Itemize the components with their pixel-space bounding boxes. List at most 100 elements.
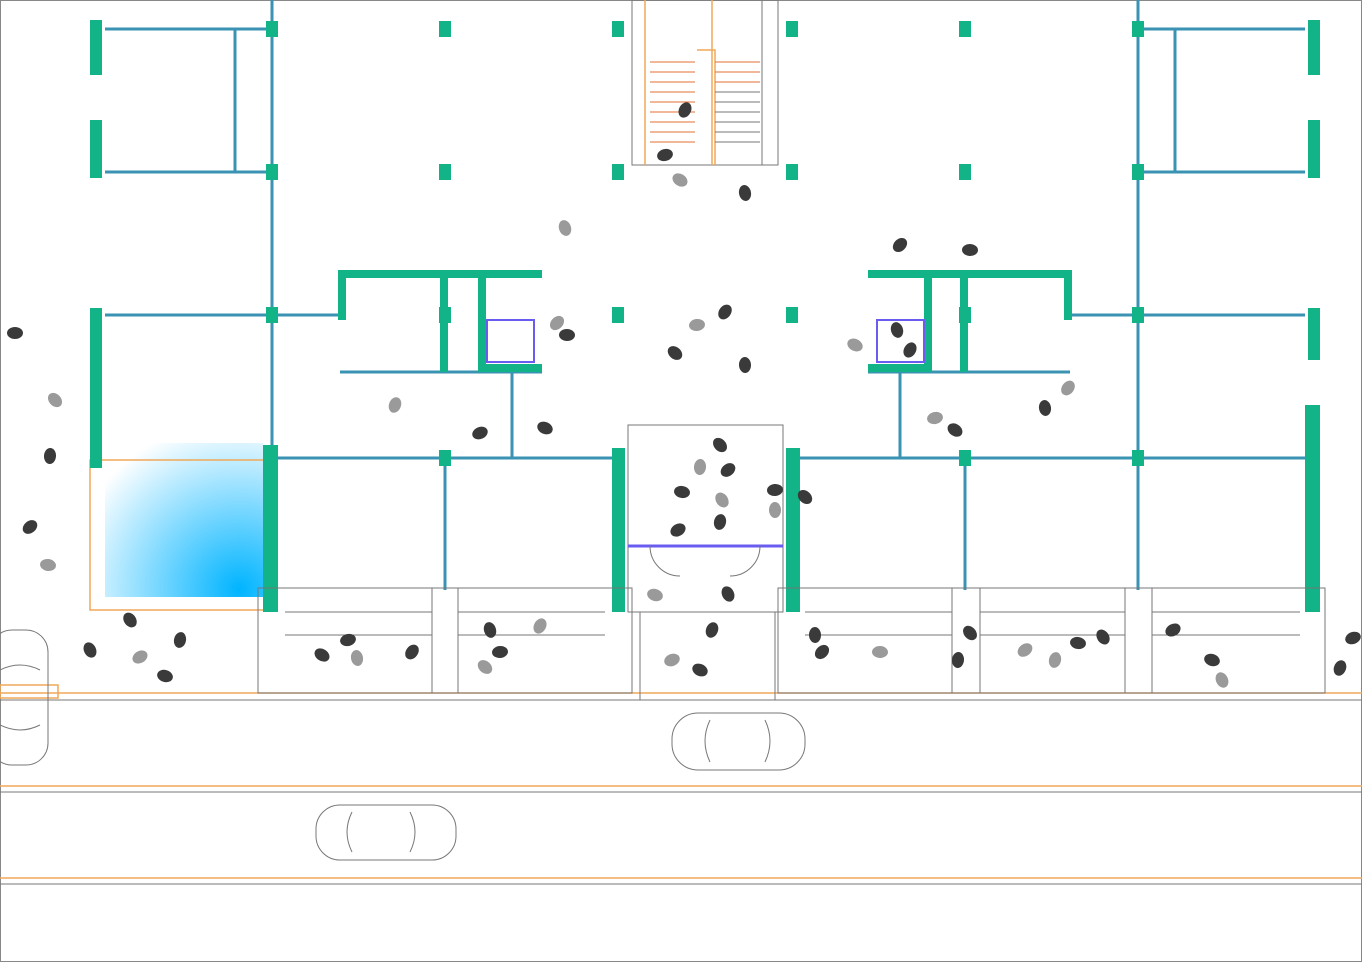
person [927, 411, 943, 425]
person [549, 315, 565, 331]
person [123, 612, 137, 628]
people [7, 102, 1361, 688]
person [483, 622, 497, 638]
person [713, 437, 727, 453]
person [947, 423, 963, 437]
person [1204, 653, 1220, 667]
person [814, 644, 830, 660]
person [951, 652, 965, 668]
person [173, 632, 187, 648]
person [738, 185, 752, 201]
pillar [612, 307, 624, 323]
person [1038, 400, 1052, 416]
pillar [266, 307, 278, 323]
person [664, 653, 680, 667]
person [667, 346, 683, 360]
person [692, 663, 708, 677]
person [672, 173, 688, 187]
pillar [1132, 164, 1144, 180]
person [767, 483, 783, 497]
pillar [786, 164, 798, 180]
pillar [786, 21, 798, 37]
pillar [1132, 307, 1144, 323]
person [797, 490, 813, 504]
person [1070, 636, 1086, 650]
pillar [959, 450, 971, 466]
person [340, 633, 356, 647]
person [1165, 623, 1181, 637]
person [537, 421, 553, 435]
pillar [612, 21, 624, 37]
person [350, 650, 364, 666]
person [847, 338, 863, 352]
person [678, 102, 692, 118]
person [157, 669, 173, 683]
person [670, 523, 686, 537]
person [693, 459, 707, 475]
person [388, 397, 402, 413]
pillar [266, 164, 278, 180]
elevator [486, 319, 535, 363]
person [715, 492, 729, 508]
person [492, 645, 508, 659]
person [314, 648, 330, 662]
pillar [1132, 21, 1144, 37]
person [477, 660, 493, 674]
pillar [439, 450, 451, 466]
person [872, 645, 888, 659]
car [671, 712, 806, 771]
person [808, 627, 822, 643]
person [768, 502, 782, 518]
pillar [612, 450, 624, 466]
person [720, 463, 736, 477]
person [674, 485, 690, 499]
person [890, 322, 904, 338]
person [558, 220, 572, 236]
person [405, 644, 419, 660]
pillar [266, 21, 278, 37]
person [713, 514, 727, 530]
person [657, 148, 673, 162]
pillar [786, 450, 798, 466]
storefronts [257, 587, 1326, 694]
pillar [959, 307, 971, 323]
pillar [959, 21, 971, 37]
person [1048, 652, 1062, 668]
person [533, 618, 547, 634]
pillar [612, 164, 624, 180]
pillar [959, 164, 971, 180]
person [559, 328, 575, 342]
person [1333, 660, 1347, 676]
person [83, 642, 97, 658]
person [43, 448, 57, 464]
pool [105, 443, 263, 597]
person [7, 327, 23, 339]
elevator [876, 319, 925, 363]
car [315, 804, 457, 861]
person [718, 304, 732, 320]
person [1061, 380, 1075, 396]
structural-walls [90, 20, 1320, 612]
person [40, 558, 56, 572]
person [1096, 629, 1110, 645]
stairs [631, 0, 779, 166]
pillar [439, 21, 451, 37]
car [0, 629, 49, 766]
pillars [266, 21, 1144, 466]
person [962, 243, 978, 257]
pillar [439, 164, 451, 180]
pillar [1132, 450, 1144, 466]
person [1345, 631, 1361, 645]
pillar [786, 307, 798, 323]
person [472, 426, 488, 440]
person [892, 237, 908, 253]
person [705, 622, 719, 638]
person [47, 392, 63, 408]
person [738, 357, 752, 373]
pillar [266, 450, 278, 466]
person [1215, 672, 1229, 688]
person [721, 586, 735, 602]
person [647, 588, 663, 602]
